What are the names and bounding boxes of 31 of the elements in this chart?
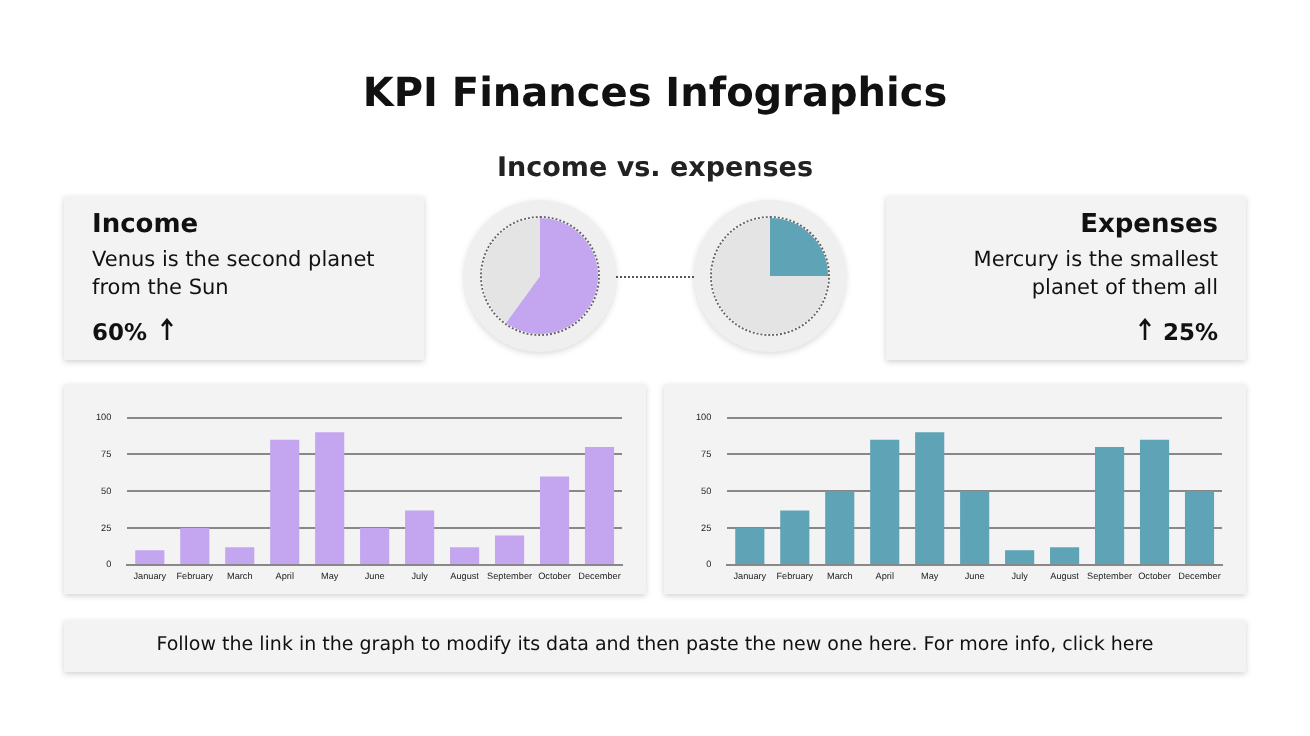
- bar: [315, 432, 345, 564]
- bar: [870, 439, 900, 564]
- bar: [405, 510, 435, 564]
- text: Income: [92, 210, 201, 240]
- bar: [825, 491, 855, 564]
- text: Mercury is the smallest planet of them all: [971, 246, 1218, 302]
- bar: [1095, 447, 1125, 564]
- bar: [960, 491, 990, 564]
- bar: [270, 439, 300, 564]
- bar: [539, 476, 570, 564]
- bar: [1005, 550, 1035, 564]
- bar: [450, 547, 480, 564]
- text: KPI Finances Infographics: [360, 68, 950, 116]
- bar: [180, 528, 210, 564]
- bar: [225, 547, 255, 564]
- text: 25%: [1162, 318, 1218, 346]
- bar: [735, 528, 765, 564]
- text: Expenses: [1078, 210, 1218, 240]
- bar: [1050, 547, 1080, 564]
- bar: [135, 550, 165, 564]
- bar: [495, 535, 525, 564]
- bar: [780, 510, 810, 564]
- text: Income vs. expenses: [494, 152, 816, 184]
- bar: [915, 432, 945, 564]
- bar: [584, 447, 615, 564]
- bar: [1139, 439, 1170, 564]
- bar: [360, 528, 390, 564]
- text: Venus is the second planet from the Sun: [92, 246, 377, 302]
- text: 60%: [92, 318, 148, 346]
- text: Follow the link in the graph to modify its data and then paste the new one here. For more info, click here: [154, 634, 1156, 656]
- bar: [1184, 491, 1215, 564]
